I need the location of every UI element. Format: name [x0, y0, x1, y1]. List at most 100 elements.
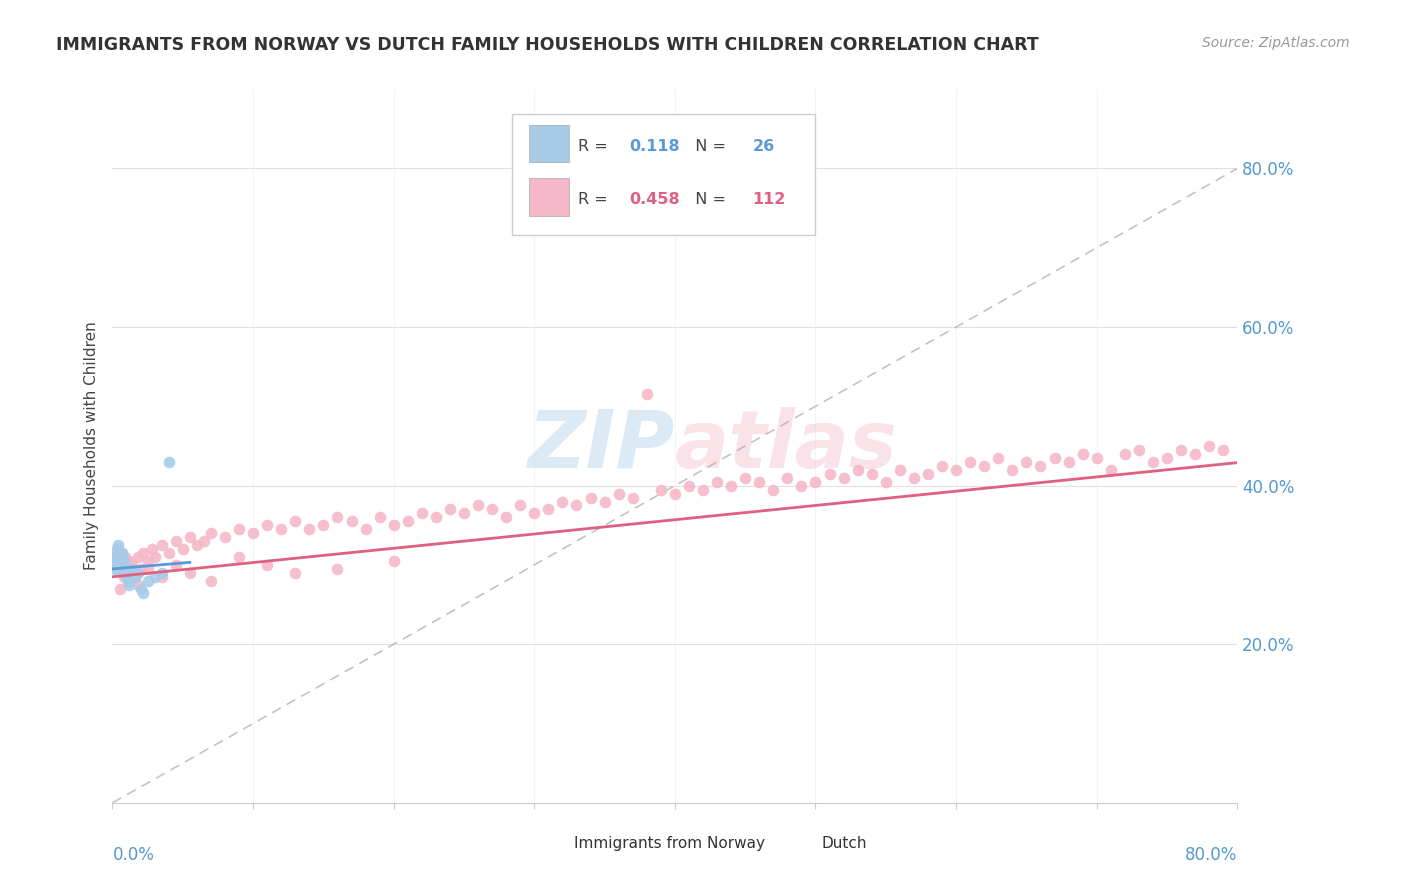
FancyBboxPatch shape [773, 822, 815, 858]
Point [818, 467, 841, 481]
Point [453, 507, 475, 521]
Point [108, 549, 131, 564]
Text: R =: R = [578, 193, 613, 207]
Point [105, 562, 128, 576]
Text: atlas: atlas [675, 407, 897, 485]
Text: N =: N = [685, 193, 731, 207]
Y-axis label: Family Households with Children: Family Households with Children [83, 322, 98, 570]
Point [425, 510, 447, 524]
Point [143, 549, 166, 564]
Point [1085, 450, 1108, 465]
Point [242, 526, 264, 541]
Point [621, 491, 644, 505]
Point [141, 542, 163, 557]
Point [889, 463, 911, 477]
Point [804, 475, 827, 489]
Point [987, 450, 1010, 465]
Point [165, 534, 187, 549]
Point [917, 467, 939, 481]
Point [200, 574, 222, 588]
Point [107, 538, 129, 552]
Point [340, 514, 363, 528]
Point [664, 486, 686, 500]
Point [1001, 463, 1024, 477]
Point [439, 502, 461, 516]
Point [382, 518, 405, 533]
Point [298, 522, 321, 536]
Point [124, 570, 146, 584]
Point [129, 582, 152, 596]
Text: R =: R = [578, 139, 613, 153]
Point [200, 526, 222, 541]
Point [368, 510, 391, 524]
Point [127, 566, 149, 580]
Text: 26: 26 [752, 139, 775, 153]
Point [312, 518, 335, 533]
Point [228, 522, 250, 536]
Point [129, 562, 152, 576]
Point [1043, 450, 1066, 465]
Point [112, 562, 135, 576]
Point [165, 558, 187, 572]
Point [1212, 442, 1234, 457]
Point [124, 570, 146, 584]
Point [1029, 458, 1052, 473]
Point [104, 549, 127, 564]
Point [523, 507, 546, 521]
Point [136, 574, 159, 588]
Point [678, 478, 700, 492]
Point [132, 546, 155, 560]
Text: Source: ZipAtlas.com: Source: ZipAtlas.com [1202, 36, 1350, 50]
Point [157, 455, 180, 469]
FancyBboxPatch shape [529, 178, 569, 216]
Point [114, 566, 136, 580]
Point [1156, 450, 1178, 465]
Point [720, 478, 742, 492]
Point [326, 562, 349, 576]
Point [748, 475, 770, 489]
Point [284, 514, 307, 528]
Text: IMMIGRANTS FROM NORWAY VS DUTCH FAMILY HOUSEHOLDS WITH CHILDREN CORRELATION CHAR: IMMIGRANTS FROM NORWAY VS DUTCH FAMILY H… [56, 36, 1039, 54]
Point [1114, 447, 1136, 461]
Point [973, 458, 995, 473]
Text: 0.0%: 0.0% [112, 846, 155, 863]
Point [108, 554, 131, 568]
Point [270, 522, 292, 536]
Point [959, 455, 981, 469]
Point [354, 522, 377, 536]
Point [150, 538, 173, 552]
Point [509, 499, 531, 513]
Point [172, 542, 194, 557]
Point [776, 471, 799, 485]
Point [256, 518, 278, 533]
Point [1170, 442, 1192, 457]
Point [105, 546, 128, 560]
Point [467, 499, 489, 513]
Text: 0.458: 0.458 [628, 193, 679, 207]
Point [256, 558, 278, 572]
Point [607, 486, 630, 500]
Point [1071, 447, 1094, 461]
Point [945, 463, 967, 477]
Point [481, 502, 503, 516]
Point [127, 578, 149, 592]
Point [115, 570, 138, 584]
Text: N =: N = [685, 139, 731, 153]
Point [1198, 439, 1220, 453]
Point [110, 558, 132, 572]
Point [903, 471, 925, 485]
Point [136, 554, 159, 568]
Point [179, 566, 201, 580]
Point [650, 483, 672, 497]
Point [108, 582, 131, 596]
Point [104, 549, 127, 564]
Point [104, 562, 127, 576]
Point [107, 542, 129, 557]
Point [157, 546, 180, 560]
Point [150, 570, 173, 584]
Point [1142, 455, 1164, 469]
Point [636, 387, 658, 401]
Point [111, 546, 134, 560]
Point [537, 502, 560, 516]
Point [193, 534, 215, 549]
